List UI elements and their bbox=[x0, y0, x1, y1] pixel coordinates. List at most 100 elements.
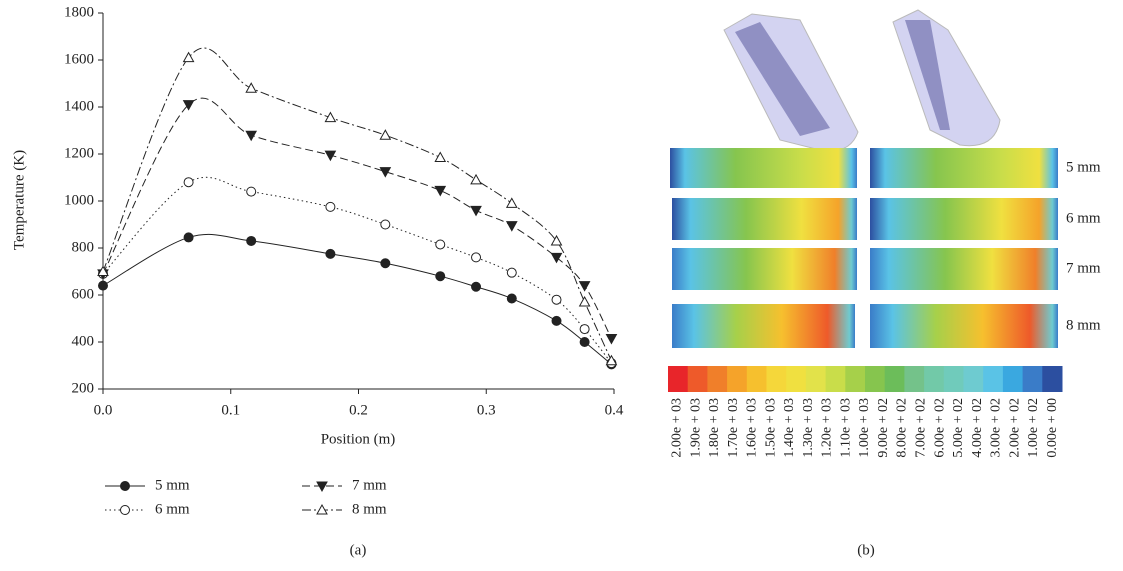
marker bbox=[472, 253, 481, 262]
marker bbox=[580, 325, 589, 334]
colorbar-label: 1.20e + 03 bbox=[820, 398, 835, 458]
marker bbox=[381, 220, 390, 229]
panel-label: (b) bbox=[857, 542, 875, 558]
marker bbox=[184, 178, 193, 187]
y-tick-label: 1600 bbox=[64, 51, 94, 67]
colorbar-label: 1.00e + 02 bbox=[1026, 398, 1041, 458]
colorbar-swatch bbox=[845, 366, 865, 392]
legend-label: 6 mm bbox=[155, 501, 190, 517]
marker bbox=[580, 282, 590, 291]
colorbar-swatch bbox=[983, 366, 1003, 392]
series-line bbox=[103, 48, 611, 361]
x-tick-label: 0.2 bbox=[349, 402, 368, 418]
marker bbox=[184, 233, 193, 242]
marker bbox=[247, 187, 256, 196]
colorbar-label: 9.00e + 02 bbox=[876, 398, 891, 458]
legend-label: 5 mm bbox=[155, 477, 190, 493]
marker bbox=[99, 281, 108, 290]
colorbar-swatch bbox=[924, 366, 944, 392]
colorbar-swatch bbox=[688, 366, 708, 392]
colorbar-swatch bbox=[1042, 366, 1062, 392]
colorbar-swatch bbox=[707, 366, 727, 392]
colorbar-label: 1.30e + 03 bbox=[801, 398, 816, 458]
colorbar-swatch bbox=[885, 366, 905, 392]
x-tick-label: 0.3 bbox=[477, 402, 496, 418]
colorbar-swatch bbox=[1003, 366, 1023, 392]
legend-marker bbox=[121, 506, 130, 515]
marker bbox=[606, 334, 616, 343]
colorbar-swatch bbox=[727, 366, 747, 392]
row-label: 5 mm bbox=[1066, 159, 1101, 175]
marker bbox=[580, 338, 589, 347]
colorbar-label: 1.40e + 03 bbox=[782, 398, 797, 458]
colorbar-swatch bbox=[904, 366, 924, 392]
y-tick-label: 1200 bbox=[64, 145, 94, 161]
colorbar-swatch bbox=[668, 366, 688, 392]
colorbar-label: 1.90e + 03 bbox=[688, 398, 703, 458]
colorbar-label: 1.50e + 03 bbox=[763, 398, 778, 458]
colorbar-swatch bbox=[964, 366, 984, 392]
colorbar-swatch bbox=[865, 366, 885, 392]
x-axis-title: Position (m) bbox=[321, 431, 396, 447]
colorbar-swatch bbox=[944, 366, 964, 392]
legend-label: 8 mm bbox=[352, 501, 387, 517]
marker bbox=[246, 83, 256, 92]
marker bbox=[326, 202, 335, 211]
colorbar-label: 1.10e + 03 bbox=[838, 398, 853, 458]
marker bbox=[471, 175, 481, 184]
colorbar-label: 1.60e + 03 bbox=[745, 398, 760, 458]
legend-label: 7 mm bbox=[352, 477, 387, 493]
marker bbox=[552, 295, 561, 304]
colorbar-label: 5.00e + 02 bbox=[951, 398, 966, 458]
marker bbox=[380, 168, 390, 177]
marker bbox=[436, 240, 445, 249]
x-tick-label: 0.1 bbox=[221, 402, 240, 418]
row-label: 8 mm bbox=[1066, 317, 1101, 333]
geometry-sketch bbox=[724, 10, 1000, 151]
marker bbox=[326, 249, 335, 258]
colorbar-label: 2.00e + 03 bbox=[670, 398, 685, 458]
colorbar-swatch bbox=[1023, 366, 1043, 392]
marker bbox=[184, 53, 194, 62]
y-tick-label: 1000 bbox=[64, 192, 94, 208]
row-label: 7 mm bbox=[1066, 260, 1101, 276]
colorbar-label: 1.70e + 03 bbox=[726, 398, 741, 458]
series-line bbox=[103, 234, 611, 364]
y-tick-label: 1400 bbox=[64, 98, 94, 114]
colorbar-label: 4.00e + 02 bbox=[970, 398, 985, 458]
marker bbox=[507, 222, 517, 231]
row-label: 6 mm bbox=[1066, 210, 1101, 226]
marker bbox=[507, 268, 516, 277]
marker bbox=[507, 294, 516, 303]
marker bbox=[507, 198, 517, 207]
contour-maps bbox=[670, 148, 1058, 348]
x-tick-label: 0.0 bbox=[94, 402, 113, 418]
y-tick-label: 600 bbox=[72, 286, 95, 302]
y-tick-label: 400 bbox=[72, 333, 95, 349]
colorbar-swatch bbox=[767, 366, 787, 392]
marker bbox=[380, 130, 390, 139]
y-tick-label: 1800 bbox=[64, 4, 94, 20]
colorbar-label: 0.00e + 00 bbox=[1045, 398, 1060, 458]
colorbar-label: 8.00e + 02 bbox=[895, 398, 910, 458]
colorbar-label: 2.00e + 02 bbox=[1007, 398, 1022, 458]
colorbar-label: 1.00e + 03 bbox=[857, 398, 872, 458]
marker bbox=[436, 272, 445, 281]
colorbar-swatch bbox=[747, 366, 767, 392]
legend-marker bbox=[121, 482, 130, 491]
y-tick-label: 800 bbox=[72, 239, 95, 255]
marker bbox=[247, 236, 256, 245]
colorbar-swatch bbox=[786, 366, 806, 392]
marker bbox=[435, 153, 445, 162]
marker bbox=[246, 131, 256, 140]
marker bbox=[325, 113, 335, 122]
colorbar-label: 3.00e + 02 bbox=[989, 398, 1004, 458]
colorbar-swatch bbox=[806, 366, 826, 392]
marker bbox=[552, 316, 561, 325]
y-axis-title: Temperature (K) bbox=[11, 150, 27, 250]
marker bbox=[381, 259, 390, 268]
colorbar-label: 1.80e + 03 bbox=[707, 398, 722, 458]
y-tick-label: 200 bbox=[72, 380, 95, 396]
x-tick-label: 0.4 bbox=[605, 402, 624, 418]
panel-label: (a) bbox=[350, 542, 367, 558]
